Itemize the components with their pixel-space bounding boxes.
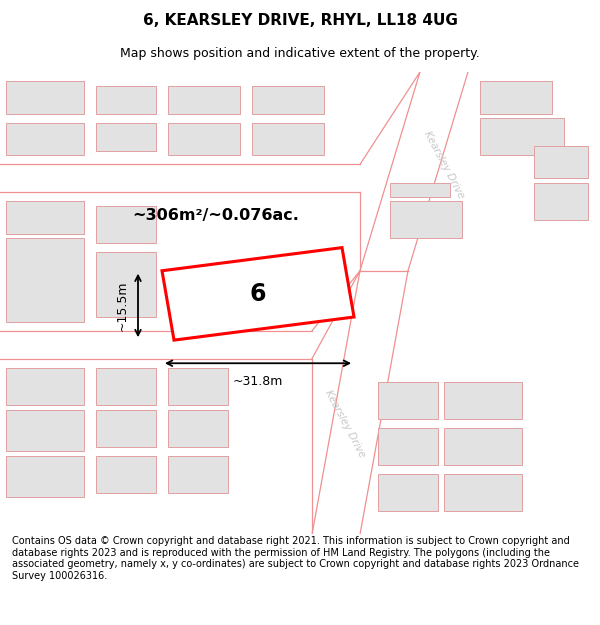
Bar xyxy=(168,368,228,405)
Bar xyxy=(168,122,240,155)
Text: ~306m²/~0.076ac.: ~306m²/~0.076ac. xyxy=(133,208,299,222)
Bar xyxy=(6,238,84,322)
Text: Contains OS data © Crown copyright and database right 2021. This information is : Contains OS data © Crown copyright and d… xyxy=(12,536,579,581)
Bar xyxy=(96,86,156,114)
Text: 6: 6 xyxy=(250,282,266,306)
Text: 6, KEARSLEY DRIVE, RHYL, LL18 4UG: 6, KEARSLEY DRIVE, RHYL, LL18 4UG xyxy=(143,12,457,28)
Bar xyxy=(96,456,156,493)
Polygon shape xyxy=(162,248,354,340)
Bar xyxy=(390,183,450,197)
Bar xyxy=(168,409,228,446)
Bar xyxy=(252,122,324,155)
Bar xyxy=(96,368,156,405)
Bar xyxy=(378,428,438,465)
Text: Kearsley Drive: Kearsley Drive xyxy=(422,129,466,200)
Text: Map shows position and indicative extent of the property.: Map shows position and indicative extent… xyxy=(120,48,480,61)
Bar xyxy=(6,409,84,451)
Bar xyxy=(444,428,522,465)
Bar xyxy=(480,118,564,155)
Bar xyxy=(534,183,588,220)
Bar xyxy=(444,382,522,419)
Bar xyxy=(252,86,324,114)
Text: ~15.5m: ~15.5m xyxy=(116,280,129,331)
Bar xyxy=(6,368,84,405)
Bar xyxy=(96,206,156,243)
Bar xyxy=(444,474,522,511)
Text: ~31.8m: ~31.8m xyxy=(233,375,283,388)
Bar xyxy=(6,201,84,234)
Bar xyxy=(390,201,462,238)
Bar xyxy=(96,122,156,151)
Bar xyxy=(168,456,228,493)
Bar xyxy=(6,456,84,498)
Bar xyxy=(6,81,84,114)
Bar xyxy=(168,86,240,114)
Bar xyxy=(96,253,156,317)
Bar xyxy=(480,81,552,114)
Bar xyxy=(6,122,84,155)
Text: Kearsley Drive: Kearsley Drive xyxy=(323,388,367,459)
Bar xyxy=(534,146,588,178)
Bar xyxy=(378,474,438,511)
Bar xyxy=(96,409,156,446)
Bar xyxy=(378,382,438,419)
